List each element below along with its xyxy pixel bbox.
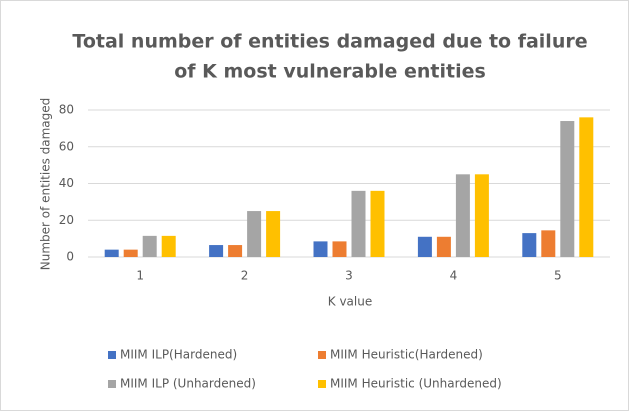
bar — [228, 245, 243, 257]
legend-swatch — [108, 380, 116, 388]
legend-label: MIIM ILP(Hardened) — [120, 348, 237, 362]
legend-swatch — [318, 351, 326, 359]
x-tick-label: 4 — [450, 269, 458, 283]
y-tick-label: 20 — [59, 213, 74, 227]
y-tick-label: 60 — [59, 139, 74, 153]
bar — [455, 174, 470, 257]
bar — [266, 211, 281, 257]
legend-label: MIIM Heuristic (Unhardened) — [330, 377, 502, 391]
bar — [417, 236, 432, 257]
legend-label: MIIM Heuristic(Hardened) — [330, 348, 483, 362]
x-tick-label: 2 — [241, 269, 249, 283]
legend-swatch — [318, 380, 326, 388]
bar — [313, 241, 328, 257]
bar — [104, 249, 119, 257]
bar — [142, 235, 157, 257]
y-tick-label: 80 — [59, 103, 74, 117]
x-tick-label: 5 — [554, 269, 562, 283]
bar — [247, 211, 262, 257]
y-tick-label: 40 — [59, 176, 74, 190]
legend-swatch — [108, 351, 116, 359]
bar — [209, 245, 224, 257]
legend-label: MIIM ILP (Unhardened) — [120, 377, 256, 391]
bar — [123, 249, 138, 257]
bar — [522, 233, 537, 257]
bar — [579, 117, 594, 257]
bar — [541, 230, 556, 257]
bar — [436, 236, 451, 257]
y-tick-label: 0 — [66, 250, 74, 264]
bar — [560, 121, 575, 258]
bar — [351, 190, 366, 257]
bar — [474, 174, 489, 257]
x-tick-label: 3 — [345, 269, 353, 283]
bar — [161, 235, 176, 257]
y-axis-label: Number of entities damaged — [39, 98, 53, 271]
chart-title: Total number of entities damaged due to … — [72, 31, 587, 53]
x-tick-label: 1 — [136, 269, 144, 283]
chart-title: of K most vulnerable entities — [174, 61, 486, 83]
x-axis-label: K value — [328, 295, 372, 309]
bar — [370, 190, 385, 257]
bar — [332, 241, 347, 257]
